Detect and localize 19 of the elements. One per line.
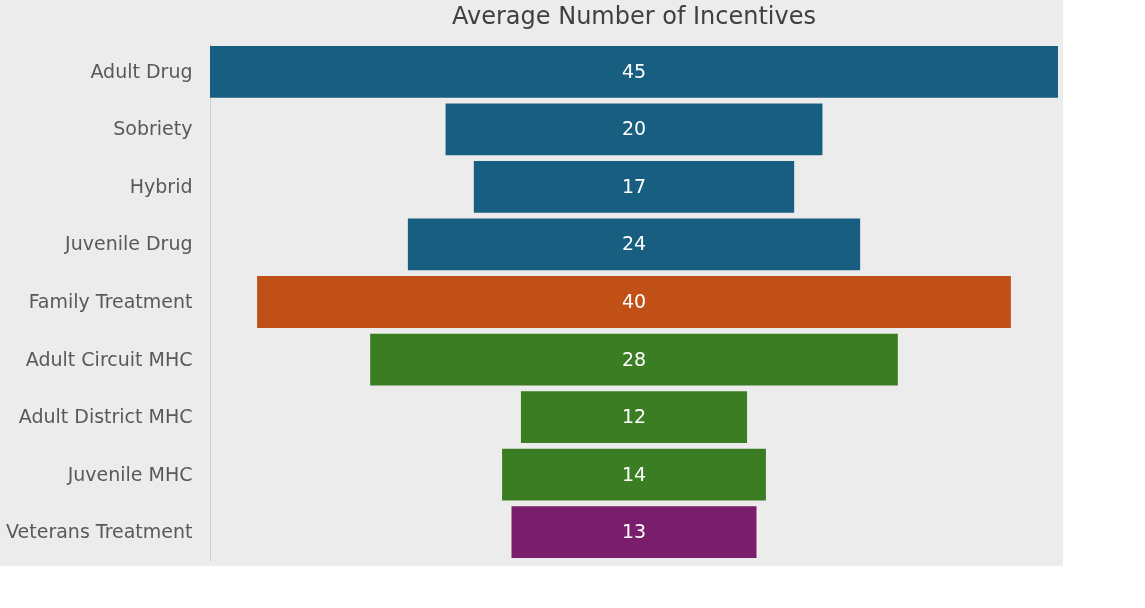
text: Average Number of Incentives: [452, 2, 816, 30]
category-label: Juvenile Drug: [64, 232, 193, 255]
data-label: 40: [621, 290, 647, 312]
data-label: 24: [621, 232, 647, 255]
data-label: 14: [621, 462, 647, 485]
data-label: 20: [621, 117, 647, 140]
category-label: Adult Drug: [90, 59, 193, 82]
data-label: 13: [621, 520, 647, 543]
category-label: Adult District MHC: [18, 405, 193, 428]
category-label: Family Treatment: [28, 290, 193, 312]
category-label: Adult Circuit MHC: [25, 347, 193, 370]
category-label: Hybrid: [129, 174, 193, 197]
data-label: 45: [621, 59, 647, 82]
category-label: Veterans Treatment: [6, 520, 193, 543]
data-label: 28: [621, 347, 647, 370]
data-label: 17: [621, 174, 647, 197]
category-label: Juvenile MHC: [66, 462, 193, 485]
category-label: Sobriety: [113, 117, 193, 140]
data-label: 12: [621, 405, 647, 428]
